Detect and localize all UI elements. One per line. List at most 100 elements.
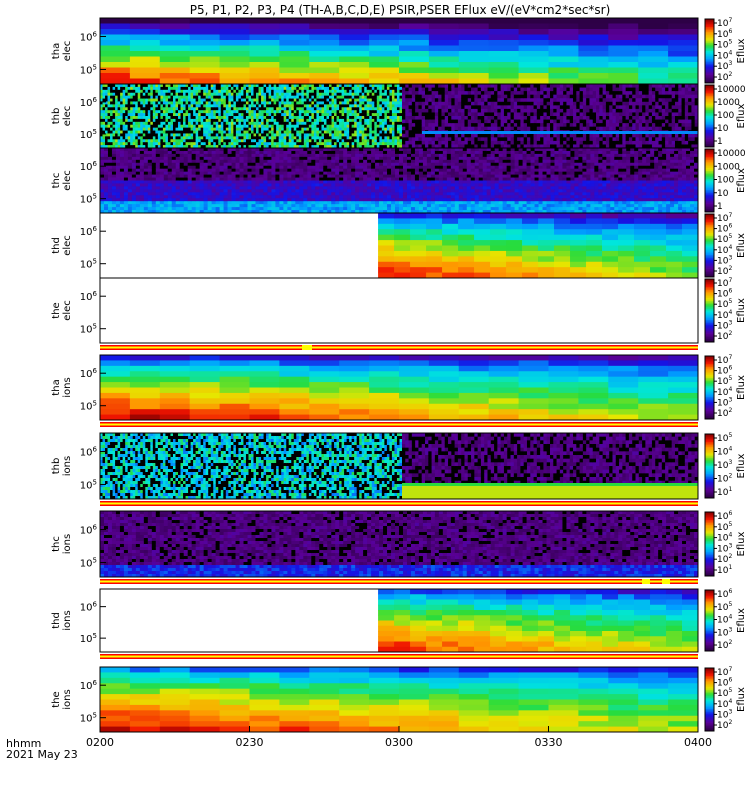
colorbar-step	[705, 30, 714, 33]
spectrogram-cell	[100, 67, 131, 74]
spectrogram-cell	[503, 94, 508, 99]
spectrogram-cell	[457, 126, 462, 131]
spectrogram-cell	[408, 98, 413, 103]
spectrogram-cell	[444, 91, 449, 96]
spectrogram-cell	[189, 29, 221, 36]
spectrogram-cell	[339, 95, 342, 99]
spectrogram-cell	[283, 89, 287, 94]
spectrogram-cell	[125, 89, 129, 94]
spectrogram-cell	[386, 145, 390, 148]
spectrogram-cell	[165, 118, 169, 123]
spectrogram-cell	[399, 107, 403, 111]
spectrogram-cell	[155, 204, 161, 208]
spectrogram-cell	[225, 124, 229, 129]
spectrogram-cell	[331, 89, 335, 94]
spectrogram-cell	[261, 118, 264, 123]
spectrogram-cell	[619, 98, 623, 103]
spectrogram-cell	[628, 84, 633, 88]
spectrogram-cell	[210, 127, 214, 131]
spectrogram-cell	[115, 89, 119, 94]
spectrogram-cell	[523, 140, 528, 145]
spectrogram-cell	[642, 116, 646, 120]
spectrogram-cell	[341, 110, 345, 114]
spectrogram-cell	[503, 84, 508, 88]
spectrogram-cell	[125, 133, 129, 137]
spectrogram-cell	[513, 112, 518, 117]
spectrogram-cell	[371, 116, 375, 120]
spectrogram-cell	[364, 86, 368, 91]
spectrogram-cell	[188, 118, 191, 123]
spectrogram-cell	[599, 101, 604, 106]
spectrogram-cell	[361, 127, 365, 131]
spectrogram-cell	[381, 142, 385, 146]
spectrogram-cell	[115, 95, 119, 99]
spectrogram-cell	[167, 136, 171, 140]
spectrogram-cell	[371, 130, 375, 134]
spectrogram-cell	[329, 124, 332, 129]
spectrogram-cell	[497, 87, 502, 92]
spectrogram-cell	[356, 104, 360, 108]
spectrogram-cell	[316, 118, 320, 123]
spectrogram-cell	[546, 91, 551, 96]
spectrogram-cell	[638, 78, 669, 84]
spectrogram-cell	[152, 116, 156, 120]
spectrogram-cell	[321, 142, 325, 146]
spectrogram-cell	[131, 180, 137, 184]
spectrogram-cell	[311, 92, 315, 97]
spectrogram-cell	[329, 113, 332, 117]
spectrogram-cell	[111, 171, 117, 175]
spectrogram-cell	[100, 121, 103, 126]
spectrogram-cell	[218, 127, 222, 131]
spectrogram-cell	[208, 113, 212, 117]
spectrogram-cell	[428, 91, 432, 96]
spectrogram-cell	[100, 127, 103, 131]
spectrogram-cell	[248, 121, 252, 126]
spectrogram-cell	[586, 116, 590, 120]
spectrogram-cell	[180, 86, 184, 91]
spectrogram-cell	[573, 84, 577, 88]
colorbar-step	[705, 100, 714, 103]
spectrogram-cell	[131, 183, 137, 187]
spectrogram-cell	[185, 121, 189, 126]
spectrogram-cell	[123, 201, 129, 205]
colorbar-step	[705, 131, 714, 134]
spectrogram-cell	[107, 189, 113, 193]
spectrogram-cell	[344, 101, 348, 105]
spectrogram-cell	[369, 104, 373, 108]
spectrogram-cell	[130, 92, 134, 97]
spectrogram-cell	[288, 95, 292, 99]
spectrogram-cell	[661, 84, 666, 88]
spectrogram-cell	[608, 29, 639, 36]
spectrogram-cell	[175, 95, 179, 99]
spectrogram-cell	[189, 78, 221, 84]
spectrogram-cell	[220, 113, 224, 117]
spectrogram-cell	[261, 127, 264, 131]
spectrogram-cell	[193, 121, 197, 126]
spectrogram-cell	[150, 92, 154, 97]
spectrogram-cell	[428, 126, 432, 131]
spectrogram-cell	[112, 121, 116, 126]
spectrogram-cell	[586, 137, 590, 142]
spectrogram-cell	[225, 113, 229, 117]
spectrogram-cell	[195, 113, 199, 117]
spectrogram-cell	[253, 145, 257, 148]
spectrogram-cell	[137, 84, 141, 88]
spectrogram-cell	[213, 116, 217, 120]
spectrogram-cell	[235, 145, 239, 148]
spectrogram-cell	[298, 118, 302, 123]
spectrogram-cell	[438, 101, 442, 106]
spectrogram-cell	[215, 95, 219, 99]
colorbar-tick-label: 102	[717, 71, 732, 83]
spectrogram-cell	[461, 94, 465, 99]
spectrogram-cell	[364, 92, 368, 97]
spectrogram-cell	[484, 94, 488, 99]
spectrogram-cell	[349, 133, 353, 137]
spectrogram-cell	[125, 101, 129, 105]
spectrogram-cell	[218, 104, 222, 108]
spectrogram-cell	[318, 116, 322, 120]
spectrogram-cell	[210, 133, 214, 137]
spectrogram-cell	[175, 121, 179, 126]
spectrogram-cell	[208, 116, 212, 120]
spectrogram-cell	[288, 124, 292, 129]
spectrogram-cell	[205, 86, 209, 91]
